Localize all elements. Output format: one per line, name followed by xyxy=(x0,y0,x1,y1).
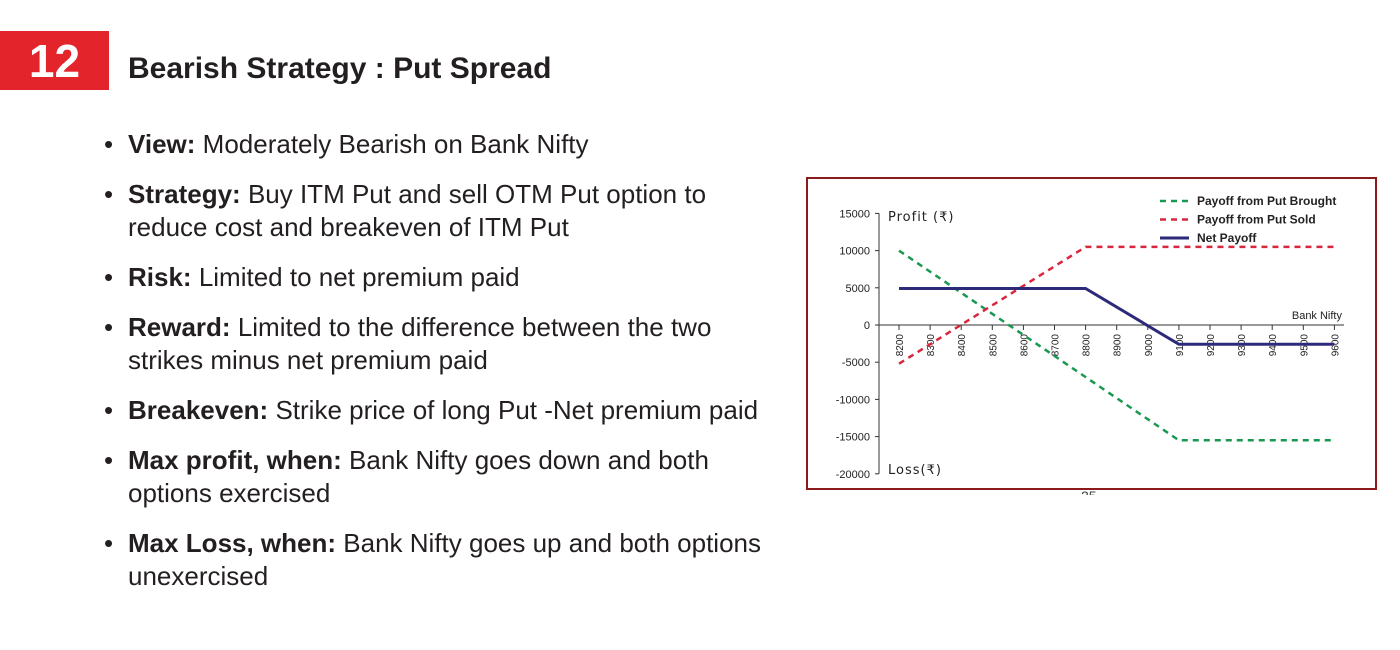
bullet-text: Moderately Bearish on Bank Nifty xyxy=(202,129,589,159)
bullet-dot: • xyxy=(104,179,114,209)
page-title: Bearish Strategy : Put Spread xyxy=(128,52,552,85)
y-tick-label: 15000 xyxy=(839,208,870,220)
y-tick-label: -15000 xyxy=(836,432,870,444)
series-line-3 xyxy=(899,287,1335,346)
x-tick-label: 9600 xyxy=(1330,334,1341,357)
bullet-label: Risk: xyxy=(128,262,192,292)
x-tick-label: 9000 xyxy=(1144,334,1155,357)
bullet-text: Buy ITM Put and sell OTM Put option to r… xyxy=(128,179,707,242)
x-tick-label: 8700 xyxy=(1051,334,1062,357)
bullet-label: View: xyxy=(128,129,196,159)
bullet-label: Max Loss, when: xyxy=(128,528,337,558)
payoff-chart-svg: 15000 10000 5000 0 -5000 -10000 -15000 -20000 82… xyxy=(836,194,1344,481)
x-tick-label: 8300 xyxy=(926,334,937,357)
bullet-dot: • xyxy=(104,395,114,425)
x-tick-label: 8900 xyxy=(1113,334,1124,357)
bullet-item: • Max profit, when: Bank Nifty goes down … xyxy=(104,444,764,510)
bullet-label: Strategy: xyxy=(128,179,241,209)
bullet-item: • Breakeven: Strike price of long Put -Ne… xyxy=(104,394,764,427)
bullet-dot: • xyxy=(104,445,114,475)
x-tick-label: 8600 xyxy=(1019,334,1030,357)
bullet-dot: • xyxy=(104,528,114,558)
bullet-dot: • xyxy=(104,312,114,342)
legend-label: Net Payoff xyxy=(1197,231,1257,245)
bullet-label: Max profit, when: xyxy=(128,445,342,475)
strategy-details-list: • View: Moderately Bearish on Bank Nifty •… xyxy=(104,128,764,610)
bullet-item: • View: Moderately Bearish on Bank Nifty xyxy=(104,128,764,161)
series-line-2 xyxy=(898,245,1335,365)
y-axis-label-profit: Profit (₹) xyxy=(888,210,954,225)
y-tick-label: 5000 xyxy=(846,283,870,295)
x-tick-label: 8400 xyxy=(957,334,968,357)
x-axis-label: Bank Nifty xyxy=(1292,310,1343,322)
bullet-text: Strike price of long Put -Net premium pa… xyxy=(275,395,759,425)
payoff-chart: 15000 10000 5000 0 -5000 -10000 -15000 -20000 82… xyxy=(806,177,1377,490)
legend-label: Payoff from Put Brought xyxy=(1197,194,1336,208)
bullet-dot: • xyxy=(104,262,114,292)
bullet-text: Limited to net premium paid xyxy=(198,262,520,292)
bullet-item: • Strategy: Buy ITM Put and sell OTM Put … xyxy=(104,178,764,244)
y-tick-label: 10000 xyxy=(839,246,870,258)
bullet-text: Limited to the difference between the tw… xyxy=(128,312,712,375)
bullet-item: • Max Loss, when: Bank Nifty goes up and … xyxy=(104,527,764,593)
x-tick-label: 8200 xyxy=(895,334,906,357)
bullet-label: Reward: xyxy=(128,312,231,342)
y-tick-label: -10000 xyxy=(836,394,870,406)
bullet-dot: • xyxy=(104,129,114,159)
bullet-label: Breakeven: xyxy=(128,395,269,425)
page-number: 25 xyxy=(1081,489,1097,495)
bullet-text: Bank Nifty goes up and both options unex… xyxy=(128,528,762,591)
y-tick-label: -20000 xyxy=(836,469,870,481)
bullet-item: • Risk: Limited to net premium paid xyxy=(104,261,764,294)
x-tick-label: 8800 xyxy=(1082,334,1093,357)
section-number-badge: 12 xyxy=(0,31,109,90)
legend-label: Payoff from Put Sold xyxy=(1197,213,1316,227)
y-axis-label-loss: Loss(₹) xyxy=(888,463,942,478)
bullet-item: • Reward: Limited to the difference betwe… xyxy=(104,311,764,377)
series-line-1 xyxy=(898,249,1335,442)
y-tick-label: -5000 xyxy=(842,357,870,369)
bullet-text: Bank Nifty goes down and both options ex… xyxy=(128,445,709,508)
x-tick-label: 8500 xyxy=(988,334,999,357)
y-tick-label: 0 xyxy=(864,320,870,332)
